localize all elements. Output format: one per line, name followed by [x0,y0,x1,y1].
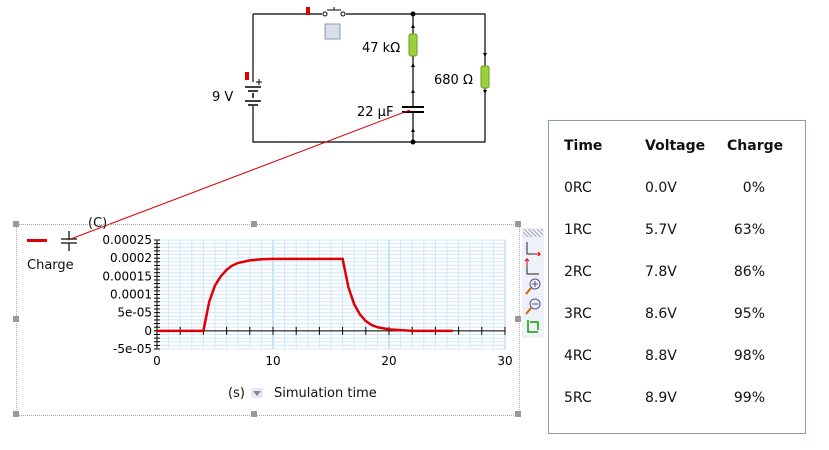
table-row: 5RC 8.9V 99% [549,390,805,410]
table-cell: 8.9V [645,390,677,406]
y-tick-label: 0.00015 [102,269,152,283]
table-cell: 4RC [564,348,592,364]
y-tick-label: 0.0001 [110,288,152,302]
table-row: 0RC 0.0V 0% [549,180,805,200]
chevron-down-icon [253,391,261,396]
y-tick-label: -5e-05 [113,342,152,356]
table-row: 2RC 7.8V 86% [549,264,805,284]
table-cell: 5.7V [645,222,677,238]
y-tick-label: 0.00025 [102,233,152,247]
table-cell: 1RC [564,222,592,238]
table-row: 3RC 8.6V 95% [549,306,805,326]
table-cell: 0RC [564,180,592,196]
battery-symbol [243,79,263,106]
header-time: Time [564,138,603,154]
x-quantity-label: Simulation time [274,386,377,401]
capacitor-label: 22 µF [357,105,393,120]
header-charge: Charge [727,138,784,154]
rc-table: Time Voltage Charge 0RC 0.0V 0% 1RC 5.7V 63% 2… [548,120,806,434]
y-axis-scale-icon[interactable] [524,257,539,275]
table-cell: 5RC [564,390,592,406]
legend-label: Charge [27,258,74,273]
table-row: 4RC 8.8V 98% [549,348,805,368]
y-tick-label: 0.0002 [110,251,152,265]
table-cell: 95% [733,306,765,322]
series-line-charge [157,257,453,333]
table-cell: 99% [733,390,765,406]
unit-dropdown-button[interactable] [251,388,263,398]
resize-handle[interactable] [13,411,19,417]
table-cell: 3RC [564,306,592,322]
graph-toolbar [522,228,544,338]
header-voltage: Voltage [645,138,706,154]
resistor-47k[interactable] [408,33,418,57]
y-unit-label: (C) [88,216,108,231]
fit-icon[interactable] [527,320,539,333]
table-cell: 63% [733,222,765,238]
table-cell: 98% [733,348,765,364]
table-cell: 86% [733,264,765,280]
table-cell: 8.6V [645,306,677,322]
x-tick-label: 30 [497,354,512,368]
battery-label: 9 V [212,90,233,105]
capacitor-icon [61,231,77,251]
resize-handle[interactable] [251,221,257,227]
y-tick-label: 5e-05 [117,306,152,320]
table-header: Time Voltage Charge [549,138,805,158]
charge-chart: 0 10 20 300.000250.00020.000150.00015e-050-… [102,233,512,368]
resistor1-label: 47 kΩ [362,41,400,56]
switch-toggle-button[interactable] [324,23,341,40]
resize-handle[interactable] [515,411,521,417]
legend-line [27,239,47,242]
probe-link-line [67,109,411,241]
x-axis-scale-icon[interactable] [526,242,542,257]
y-tick-label: 0 [144,324,152,338]
table-cell: 0.0V [645,180,677,196]
resize-handle[interactable] [251,411,257,417]
x-tick-label: 10 [265,354,280,368]
x-unit-label: (s) [228,386,245,401]
probe-marker [306,7,310,15]
x-tick-label: 20 [381,354,396,368]
grip-icon[interactable] [523,229,543,237]
table-cell: 2RC [564,264,592,280]
plus-icon [256,79,262,85]
table-cell: 7.8V [645,264,677,280]
zoom-in-icon[interactable] [525,278,541,295]
table-cell: 0% [742,180,765,196]
push-switch[interactable] [322,7,346,18]
resistor-680[interactable] [480,65,490,89]
table-cell: 8.8V [645,348,677,364]
resize-handle[interactable] [13,221,19,227]
resize-handle[interactable] [515,221,521,227]
probe-marker [245,72,249,80]
x-tick-label: 0 [153,354,161,368]
table-row: 1RC 5.7V 63% [549,222,805,242]
resistor2-label: 680 Ω [434,73,473,88]
zoom-out-icon[interactable] [525,298,541,315]
resize-handle[interactable] [515,316,521,322]
resize-handle[interactable] [13,316,19,322]
